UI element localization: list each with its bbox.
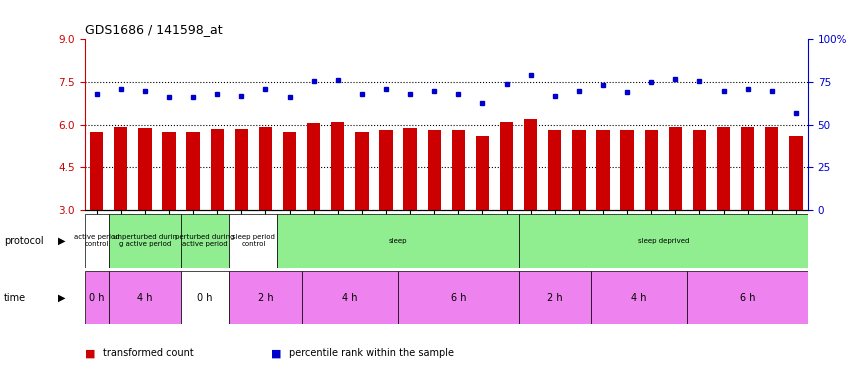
Text: unperturbed durin
g active period: unperturbed durin g active period xyxy=(113,234,177,248)
Bar xyxy=(452,130,465,210)
Bar xyxy=(427,130,441,210)
Bar xyxy=(717,127,730,210)
Bar xyxy=(181,214,229,268)
Bar xyxy=(307,123,321,210)
Text: ■: ■ xyxy=(271,348,281,358)
Text: 6 h: 6 h xyxy=(451,292,466,303)
Text: transformed count: transformed count xyxy=(103,348,194,358)
Text: active period
control: active period control xyxy=(74,234,119,248)
Bar xyxy=(85,214,108,268)
Text: 6 h: 6 h xyxy=(740,292,755,303)
Bar xyxy=(234,129,248,210)
Text: perturbed during
active period: perturbed during active period xyxy=(175,234,235,248)
Bar xyxy=(398,271,519,324)
Text: sleep period
control: sleep period control xyxy=(232,234,275,248)
Bar xyxy=(85,271,108,324)
Text: 2 h: 2 h xyxy=(258,292,273,303)
Bar xyxy=(229,214,277,268)
Bar xyxy=(108,214,181,268)
Text: 4 h: 4 h xyxy=(137,292,152,303)
Text: 2 h: 2 h xyxy=(547,292,563,303)
Bar xyxy=(355,132,369,210)
Text: 0 h: 0 h xyxy=(89,292,104,303)
Text: protocol: protocol xyxy=(4,236,44,246)
Bar xyxy=(229,271,301,324)
Bar xyxy=(259,127,272,210)
Bar xyxy=(741,127,755,210)
Bar xyxy=(186,132,200,210)
Text: 0 h: 0 h xyxy=(197,292,213,303)
Text: sleep deprived: sleep deprived xyxy=(638,238,689,244)
Bar xyxy=(181,271,229,324)
Text: time: time xyxy=(4,292,26,303)
Text: GDS1686 / 141598_at: GDS1686 / 141598_at xyxy=(85,22,222,36)
Bar xyxy=(645,130,658,210)
Bar xyxy=(379,130,393,210)
Bar xyxy=(687,271,808,324)
Bar xyxy=(277,214,519,268)
Bar xyxy=(404,128,417,210)
Bar xyxy=(693,130,706,210)
Bar xyxy=(572,130,585,210)
Bar xyxy=(524,119,537,210)
Bar xyxy=(90,132,103,210)
Bar xyxy=(114,127,128,210)
Bar xyxy=(331,122,344,210)
Text: ▶: ▶ xyxy=(58,236,65,246)
Text: 4 h: 4 h xyxy=(631,292,647,303)
Bar xyxy=(500,122,514,210)
Bar xyxy=(668,127,682,210)
Bar xyxy=(591,271,687,324)
Text: percentile rank within the sample: percentile rank within the sample xyxy=(289,348,454,358)
Bar xyxy=(211,129,224,210)
Bar xyxy=(108,271,181,324)
Bar xyxy=(519,271,591,324)
Bar xyxy=(138,128,151,210)
Bar xyxy=(789,136,803,210)
Text: sleep: sleep xyxy=(389,238,407,244)
Text: ■: ■ xyxy=(85,348,95,358)
Bar xyxy=(475,136,489,210)
Bar xyxy=(301,271,398,324)
Bar xyxy=(620,130,634,210)
Text: 4 h: 4 h xyxy=(342,292,358,303)
Bar xyxy=(548,130,562,210)
Bar xyxy=(596,130,610,210)
Bar xyxy=(162,132,176,210)
Bar xyxy=(765,127,778,210)
Text: ▶: ▶ xyxy=(58,292,65,303)
Bar xyxy=(283,132,296,210)
Bar xyxy=(519,214,808,268)
